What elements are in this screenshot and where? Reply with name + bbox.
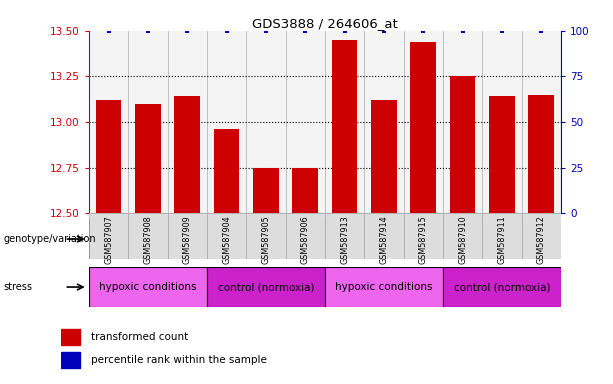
Text: control (normoxia): control (normoxia) [454, 282, 550, 292]
Bar [246, 31, 286, 213]
Bar [214, 129, 239, 213]
Text: GSM587904: GSM587904 [222, 215, 231, 264]
Bar [364, 213, 403, 259]
Bar [175, 96, 200, 213]
Bar [61, 329, 80, 345]
Text: GSM587913: GSM587913 [340, 215, 349, 264]
Bar [128, 31, 167, 213]
Bar [246, 213, 286, 259]
Text: control (normoxia): control (normoxia) [218, 282, 314, 292]
Bar [325, 219, 561, 259]
Bar [325, 267, 443, 307]
Bar [207, 267, 325, 307]
Text: GSM587911: GSM587911 [497, 215, 506, 264]
Bar [403, 213, 443, 259]
Text: AtHb1 transgenic: AtHb1 transgenic [395, 234, 491, 244]
Bar [325, 213, 364, 259]
Text: GSM587907: GSM587907 [104, 215, 113, 264]
Bar [403, 31, 443, 213]
Text: GSM587914: GSM587914 [379, 215, 389, 264]
Bar [325, 31, 364, 213]
Bar [128, 213, 167, 259]
Bar [167, 213, 207, 259]
Bar [286, 31, 325, 213]
Title: GDS3888 / 264606_at: GDS3888 / 264606_at [252, 17, 398, 30]
Bar [207, 213, 246, 259]
Bar [89, 219, 325, 259]
Bar [450, 76, 475, 213]
Bar [411, 42, 436, 213]
Bar [443, 31, 482, 213]
Bar [489, 96, 515, 213]
Text: hypoxic conditions: hypoxic conditions [335, 282, 433, 292]
Bar [528, 94, 554, 213]
Bar [89, 267, 207, 307]
Bar [443, 213, 482, 259]
Bar [89, 31, 128, 213]
Bar [371, 100, 397, 213]
Text: stress: stress [3, 282, 32, 292]
Bar [89, 213, 128, 259]
Bar [61, 352, 80, 368]
Text: percentile rank within the sample: percentile rank within the sample [91, 354, 267, 365]
Bar [482, 31, 522, 213]
Bar [96, 100, 121, 213]
Text: GSM587910: GSM587910 [458, 215, 467, 264]
Bar [167, 31, 207, 213]
Text: transformed count: transformed count [91, 331, 188, 342]
Text: GSM587909: GSM587909 [183, 215, 192, 264]
Text: GSM587906: GSM587906 [301, 215, 310, 264]
Text: GSM587905: GSM587905 [261, 215, 270, 264]
Text: wild type: wild type [181, 234, 232, 244]
Bar [482, 213, 522, 259]
Bar [292, 167, 318, 213]
Text: GSM587915: GSM587915 [419, 215, 428, 264]
Bar [364, 31, 403, 213]
Bar [332, 40, 357, 213]
Bar [135, 104, 161, 213]
Text: GSM587912: GSM587912 [537, 215, 546, 264]
Text: GSM587908: GSM587908 [143, 215, 153, 264]
Bar [207, 31, 246, 213]
Text: hypoxic conditions: hypoxic conditions [99, 282, 197, 292]
Bar [522, 213, 561, 259]
Text: genotype/variation: genotype/variation [3, 234, 96, 244]
Bar [522, 31, 561, 213]
Bar [286, 213, 325, 259]
Bar [443, 267, 561, 307]
Bar [253, 167, 279, 213]
